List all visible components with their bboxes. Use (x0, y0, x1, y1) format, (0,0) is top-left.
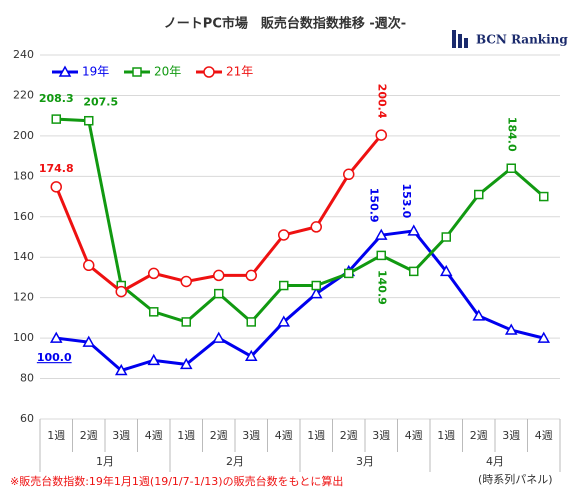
x-tick-label: 2週 (80, 429, 98, 442)
marker (537, 331, 551, 343)
marker (244, 349, 258, 362)
legend-marker (132, 67, 142, 77)
marker (278, 229, 290, 241)
marker (51, 114, 61, 124)
marker (82, 335, 96, 347)
x-group-label: 3月 (356, 455, 374, 468)
legend-label: 20年 (154, 65, 181, 79)
marker (180, 275, 192, 288)
y-tick-label: 140 (13, 250, 34, 263)
x-tick-label: 4週 (275, 429, 293, 442)
y-tick-label: 200 (13, 129, 34, 142)
legend-label: 19年 (82, 65, 109, 79)
marker (344, 268, 354, 279)
marker (114, 363, 128, 376)
marker (147, 353, 161, 366)
x-tick-label: 3週 (242, 429, 260, 442)
marker (474, 189, 484, 200)
x-tick-label: 1週 (177, 429, 195, 442)
marker (279, 280, 289, 291)
marker (212, 331, 226, 343)
logo: BCN Ranking (476, 33, 568, 47)
legend-marker (203, 66, 215, 78)
x-tick-label: 2週 (340, 429, 358, 442)
marker (439, 264, 453, 277)
marker (246, 317, 256, 327)
legend-label: 21年 (226, 65, 253, 79)
y-tick-label: 220 (13, 88, 34, 101)
marker (214, 288, 224, 299)
marker (309, 287, 323, 299)
x-tick-label: 2週 (210, 429, 228, 442)
x-tick-label: 2週 (470, 429, 488, 442)
marker (83, 259, 95, 272)
x-tick-label: 3週 (372, 429, 390, 442)
marker (409, 266, 419, 277)
data-label: 207.5 (83, 96, 118, 109)
y-tick-label: 120 (13, 291, 34, 304)
marker (504, 323, 518, 335)
data-label: 153.0 (400, 184, 413, 219)
x-group-label: 4月 (486, 455, 504, 468)
y-tick-label: 180 (13, 169, 34, 182)
marker (115, 285, 127, 298)
logo-icon (452, 30, 468, 48)
marker (539, 191, 549, 202)
x-tick-label: 3週 (112, 429, 130, 442)
data-label: 150.9 (367, 188, 380, 223)
x-tick-label: 3週 (502, 429, 520, 442)
x-tick-label: 4週 (145, 429, 163, 442)
marker (149, 307, 159, 317)
legend-marker (58, 65, 72, 77)
x-group-label: 2月 (226, 455, 244, 468)
marker (148, 267, 160, 280)
chart-title: ノートPC市場 販売台数指数推移 -週次- (164, 16, 406, 32)
marker (213, 269, 225, 282)
note: (時系列パネル) (478, 472, 553, 486)
y-tick-label: 160 (13, 210, 34, 223)
marker (441, 232, 451, 242)
x-group-label: 1月 (96, 455, 114, 468)
x-tick-label: 1週 (437, 429, 455, 442)
line (56, 229, 545, 373)
data-label: 140.9 (375, 270, 388, 305)
marker (310, 221, 322, 233)
data-label: 184.0 (505, 117, 518, 152)
x-tick-label: 1週 (47, 429, 65, 442)
marker (472, 309, 486, 321)
y-tick-label: 60 (20, 412, 34, 425)
marker (374, 228, 388, 240)
marker (375, 129, 387, 141)
marker (50, 181, 62, 193)
x-tick-label: 4週 (535, 429, 553, 442)
data-label: 174.8 (39, 162, 74, 175)
marker (49, 331, 63, 343)
marker (245, 269, 257, 282)
line (54, 134, 383, 294)
marker (343, 168, 355, 181)
line (56, 117, 545, 325)
x-tick-label: 1週 (307, 429, 325, 442)
marker (179, 357, 193, 370)
y-tick-label: 100 (13, 331, 34, 344)
footnote: ※販売台数指数:19年1月1週(19/1/7-1/13)の販売台数をもとに算出 (10, 474, 343, 488)
x-tick-label: 4週 (405, 429, 423, 442)
marker (277, 315, 291, 327)
marker (407, 224, 421, 236)
data-label: 200.4 (375, 84, 388, 119)
y-tick-label: 80 (20, 372, 34, 385)
data-label: 208.3 (39, 92, 74, 105)
y-tick-label: 240 (13, 48, 34, 61)
marker (506, 163, 516, 173)
marker (311, 280, 321, 291)
marker (84, 115, 94, 126)
marker (181, 317, 191, 327)
data-label: 100.0 (37, 351, 72, 364)
marker (376, 250, 386, 261)
